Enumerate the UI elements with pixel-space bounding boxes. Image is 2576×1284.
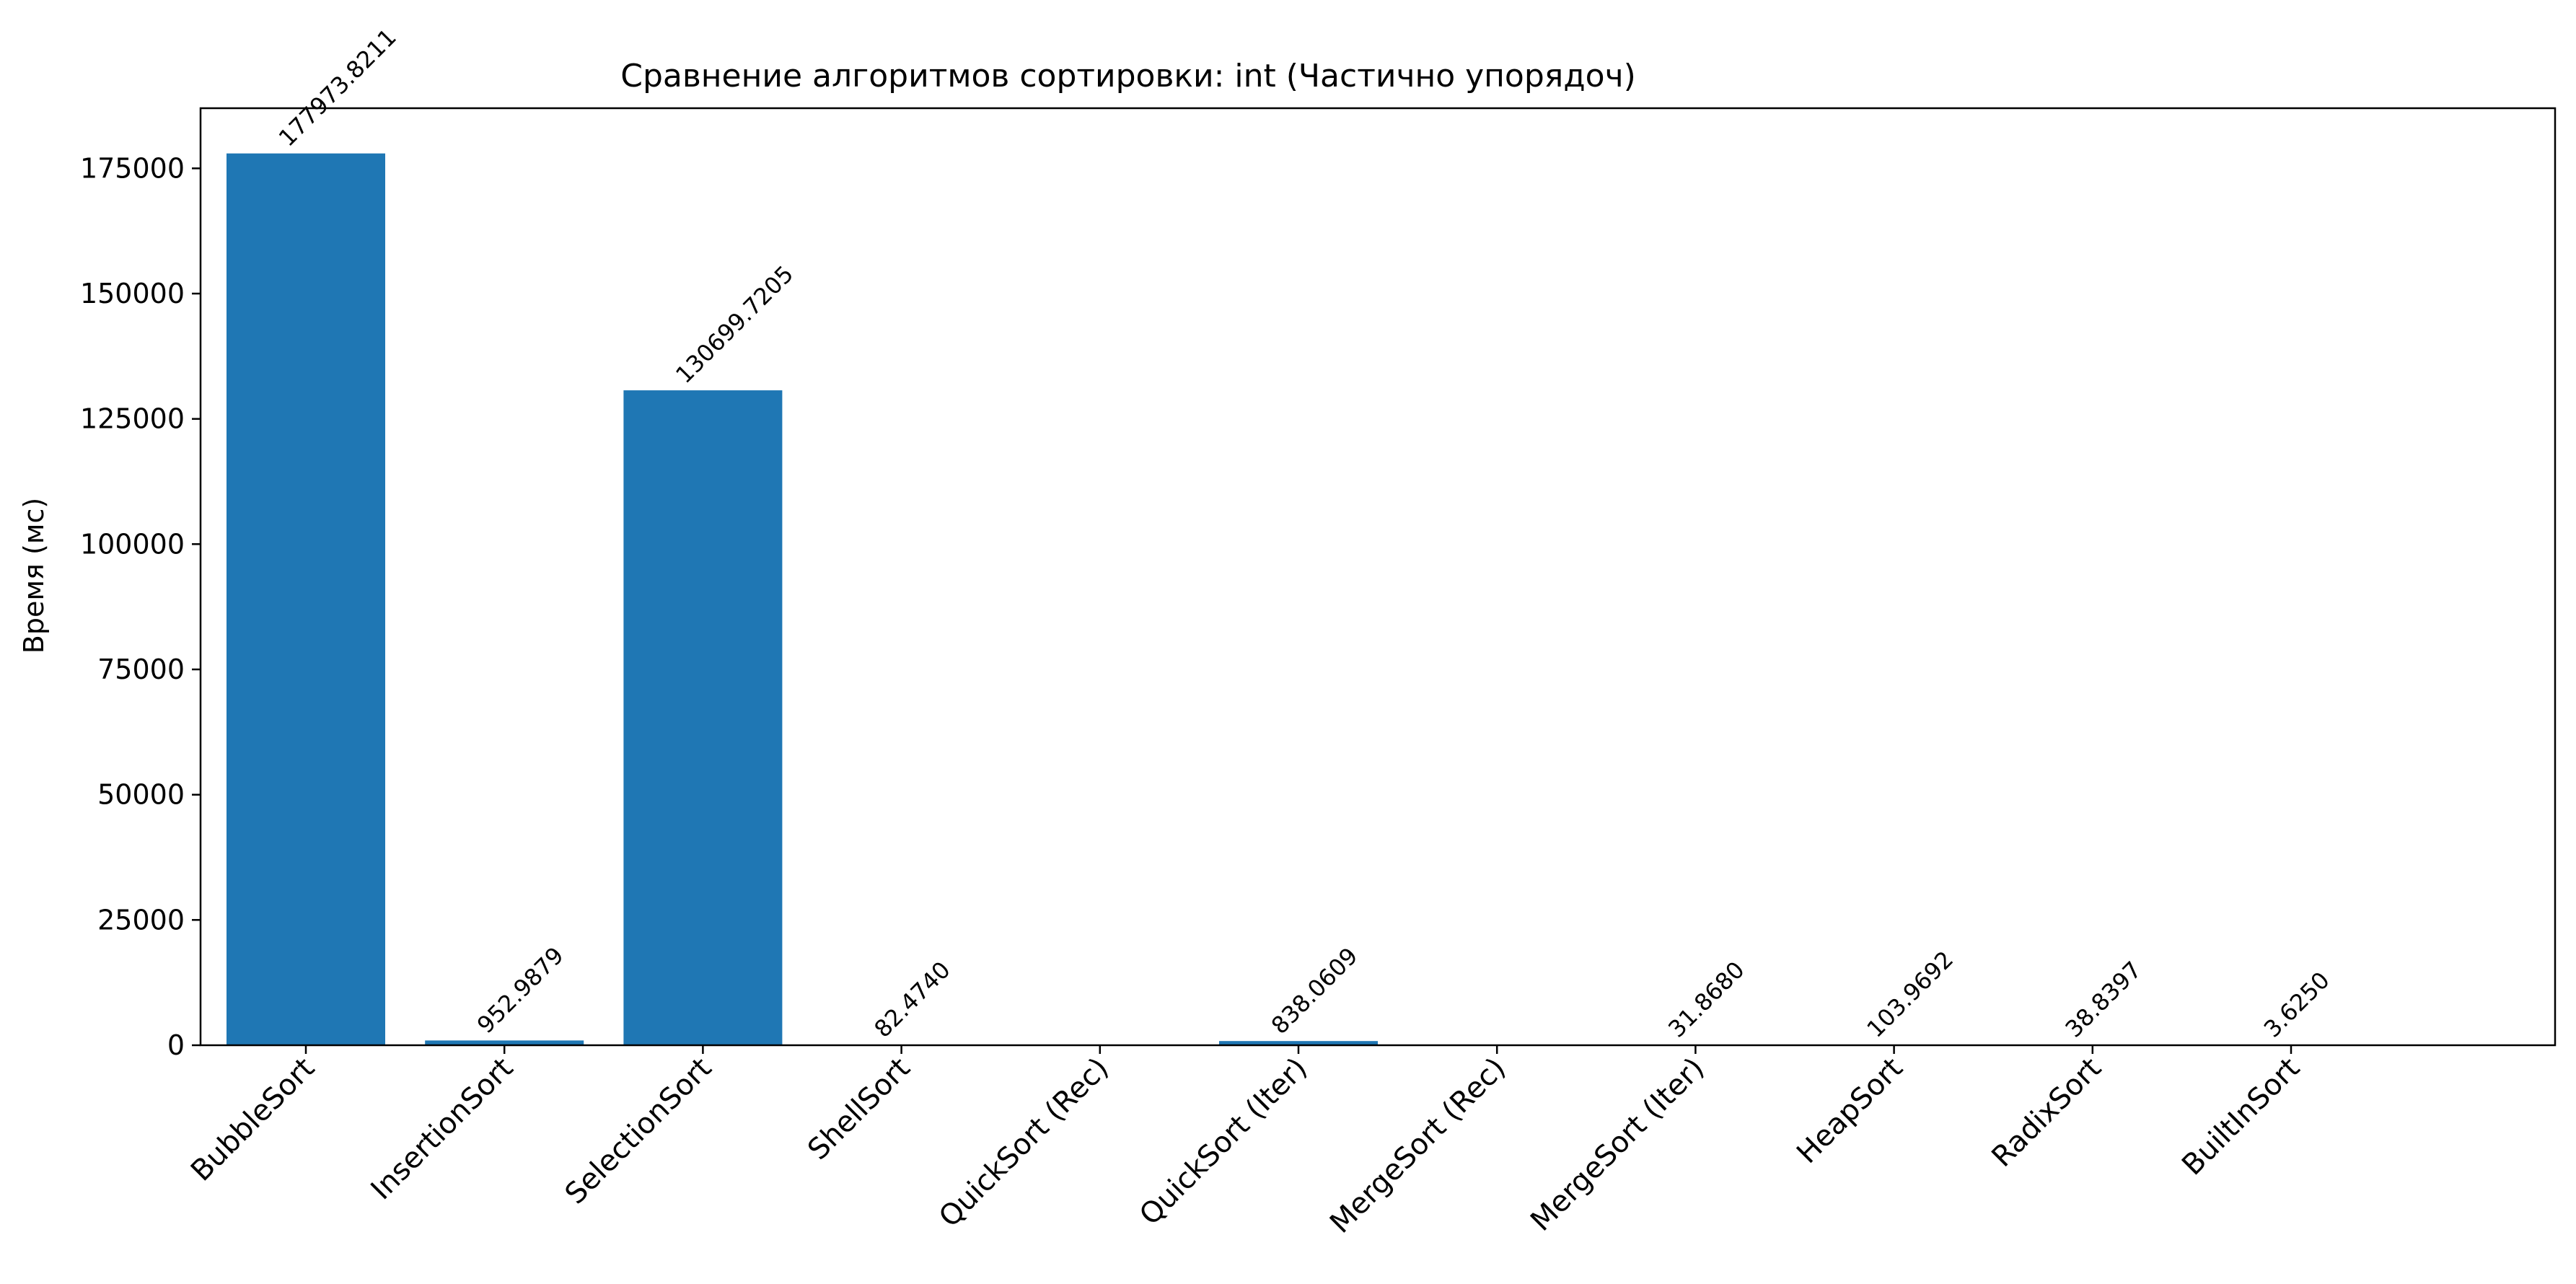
y-tick-label: 100000 bbox=[80, 528, 185, 560]
bar bbox=[623, 390, 783, 1045]
y-tick-label: 125000 bbox=[80, 403, 185, 435]
y-tick-label: 150000 bbox=[80, 278, 185, 309]
bar bbox=[1219, 1041, 1378, 1045]
y-axis-label: Время (мс) bbox=[18, 498, 50, 654]
bar bbox=[425, 1040, 584, 1045]
y-tick-label: 0 bbox=[167, 1029, 185, 1061]
y-tick-label: 75000 bbox=[97, 654, 185, 685]
y-tick-label: 175000 bbox=[80, 152, 185, 184]
bar bbox=[227, 153, 385, 1046]
chart-title: Сравнение алгоритмов сортировки: int (Ча… bbox=[620, 58, 1636, 94]
plot-frame bbox=[199, 107, 2557, 1047]
y-tick-label: 50000 bbox=[97, 779, 185, 811]
y-tick-label: 25000 bbox=[97, 904, 185, 936]
